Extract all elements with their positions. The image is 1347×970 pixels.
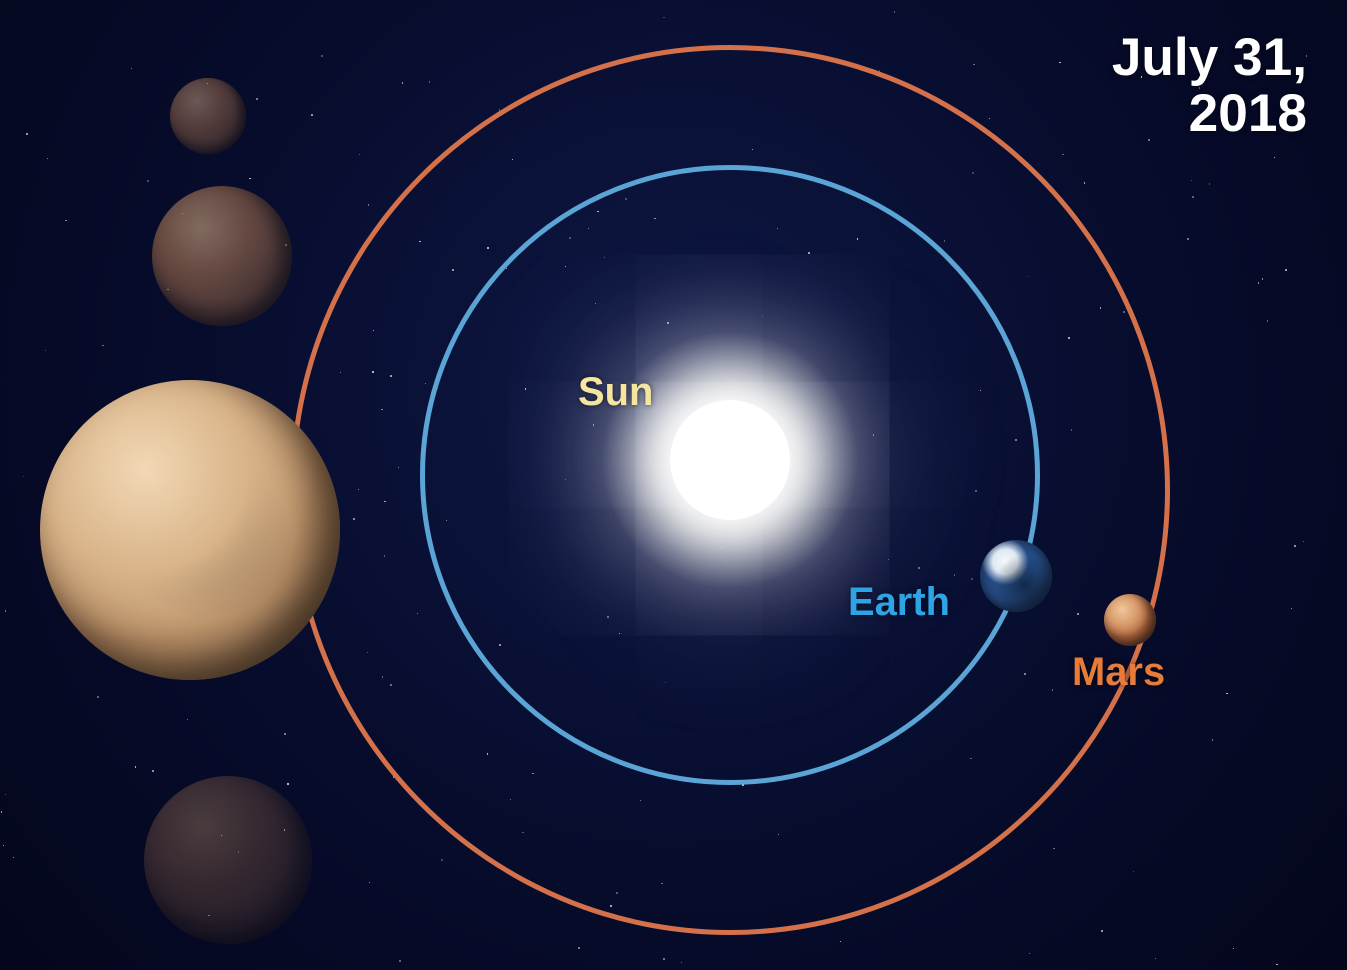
mars-sample-2 [40, 380, 340, 680]
date-line-2: 2018 [1189, 86, 1307, 142]
mars-sample-0 [170, 78, 246, 154]
mars-icon [1104, 594, 1156, 646]
sun-label: Sun [578, 370, 653, 415]
date-line-1: July 31, [1112, 30, 1307, 86]
earth-icon [980, 540, 1052, 612]
mars-sample-3 [144, 776, 312, 944]
mars-label: Mars [1072, 650, 1165, 695]
mars-sample-1 [152, 186, 292, 326]
earth-label: Earth [848, 580, 950, 625]
sun-icon [670, 400, 790, 520]
diagram-stage: Sun Earth Mars July 31, 2018 [0, 0, 1347, 970]
